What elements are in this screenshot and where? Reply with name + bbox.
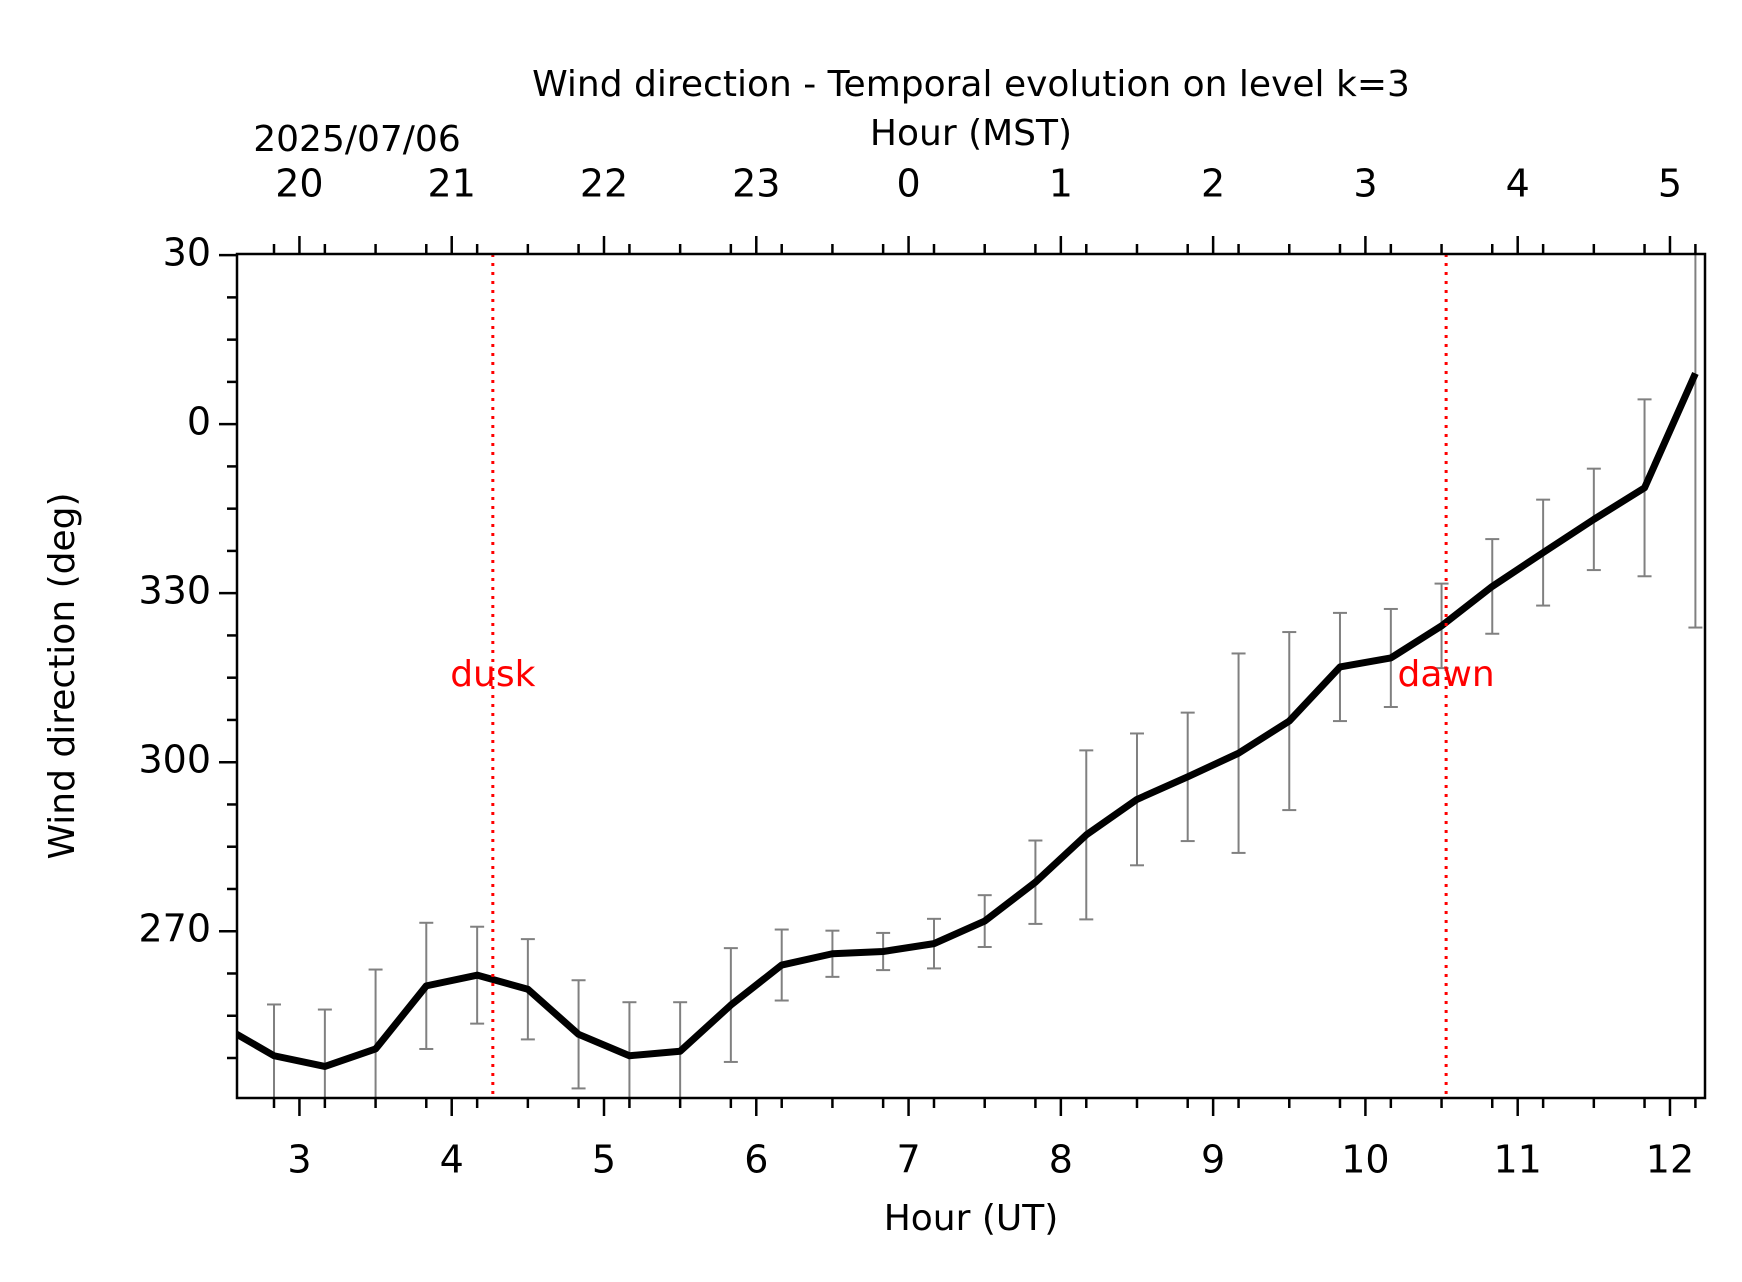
data-line [237, 372, 1699, 1070]
x2-tick-label: 2 [1201, 162, 1225, 206]
y-tick-label: 0 [187, 400, 211, 444]
y-tick-label: 270 [138, 907, 211, 951]
x2-tick-label: 3 [1353, 162, 1377, 206]
y-axis-label: Wind direction (deg) [42, 492, 83, 859]
x-tick-label: 5 [592, 1138, 616, 1182]
x-axis-label: Hour (UT) [884, 1198, 1059, 1239]
x-tick-label: 12 [1646, 1138, 1694, 1182]
chart-title: Wind direction - Temporal evolution on l… [532, 64, 1410, 105]
x2-tick-label: 20 [275, 162, 323, 206]
plot-area [237, 254, 1703, 1098]
x2-tick-label: 0 [896, 162, 920, 206]
x2-tick-label: 21 [428, 162, 476, 206]
x2-axis-label: Hour (MST) [870, 113, 1072, 154]
x-tick-label: 4 [440, 1138, 464, 1182]
x-tick-label: 9 [1201, 1138, 1225, 1182]
y-tick-label: 330 [138, 569, 211, 613]
x2-tick-label: 22 [580, 162, 628, 206]
x-tick-label: 10 [1341, 1138, 1389, 1182]
x-tick-label: 7 [896, 1138, 920, 1182]
x-tick-label: 6 [744, 1138, 768, 1182]
x-tick-label: 8 [1049, 1138, 1073, 1182]
event-label: dusk [450, 654, 535, 695]
date-label: 2025/07/06 [253, 119, 461, 160]
x2-tick-label: 5 [1658, 162, 1682, 206]
x2-tick-label: 4 [1506, 162, 1530, 206]
event-label: dawn [1398, 654, 1495, 695]
y-tick-label: 300 [138, 738, 211, 782]
x2-tick-label: 1 [1049, 162, 1073, 206]
plot-frame [235, 252, 1707, 1100]
x2-tick-label: 23 [732, 162, 780, 206]
x-tick-label: 11 [1494, 1138, 1542, 1182]
x-tick-label: 3 [287, 1138, 311, 1182]
y-tick-label: 30 [163, 231, 211, 275]
